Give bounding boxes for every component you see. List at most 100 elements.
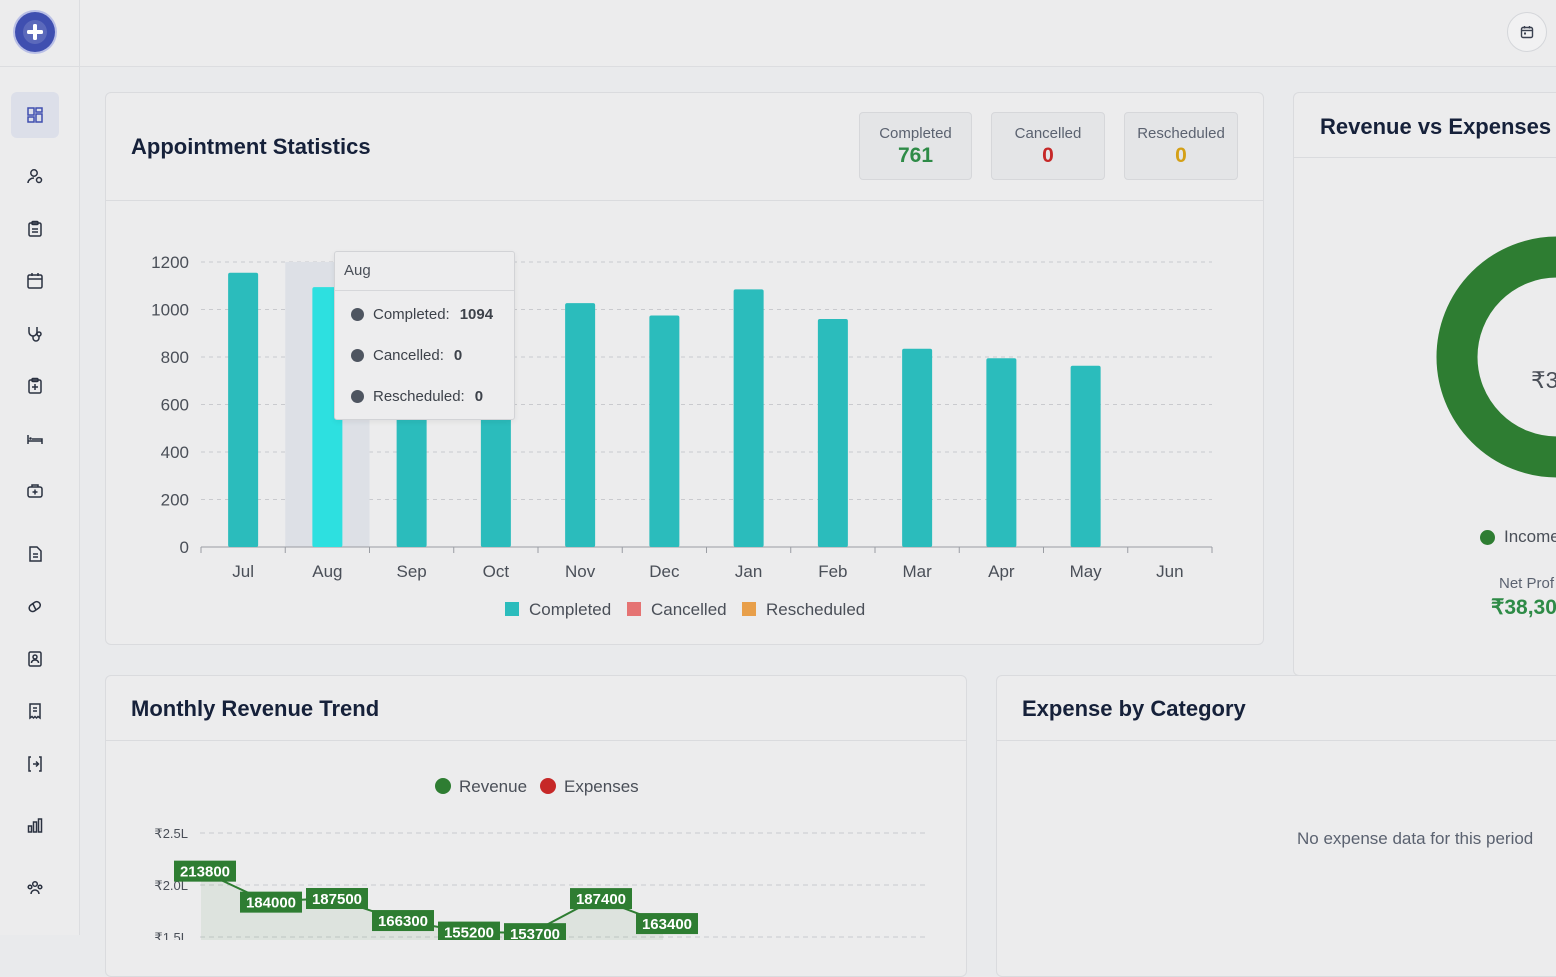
legend-label[interactable]: Rescheduled: [766, 600, 865, 619]
chart-tooltip: Aug Completed: 1094 Cancelled: 0 Resched…: [334, 251, 515, 420]
data-label-bg: [306, 888, 368, 909]
sidebar-item-team[interactable]: [11, 865, 59, 911]
clipboard-icon: [28, 220, 42, 237]
legend-swatch: [540, 778, 556, 794]
data-label: 153700: [510, 926, 560, 940]
stat-label: Completed: [879, 125, 952, 142]
sidebar-item-bed[interactable]: [11, 416, 59, 462]
users-icon: [27, 169, 43, 184]
bar-completed-dec[interactable]: [649, 315, 680, 547]
bar-completed-apr[interactable]: [986, 358, 1017, 547]
calendar-button[interactable]: [1507, 12, 1547, 52]
donut-legend-item[interactable]: Income: [1480, 527, 1556, 547]
tooltip-dot: [351, 349, 364, 362]
donut-segment-income[interactable]: [1436, 236, 1556, 478]
sidebar-item-document[interactable]: [11, 531, 59, 577]
monthly-revenue-line-chart: Revenue Expenses ₹2.5L ₹2.0L ₹1.5L 213800 1840…: [154, 777, 925, 940]
data-label: 163400: [642, 916, 692, 933]
y-tick-label: 200: [161, 491, 189, 510]
contacts-icon: [28, 651, 42, 667]
y-tick-label: 400: [161, 443, 189, 462]
tooltip-value: 1094: [459, 306, 494, 323]
card-header: [1294, 93, 1556, 158]
dashboard-icon: [27, 107, 43, 123]
sidebar-item-clipboard-plus[interactable]: [11, 363, 59, 409]
tooltip-label: Rescheduled:: [373, 388, 465, 405]
x-tick-label: Sep: [397, 562, 427, 581]
sidebar-item-dashboard[interactable]: [11, 92, 59, 138]
legend-swatch: [1480, 529, 1495, 545]
card-header: [106, 676, 966, 741]
legend-label[interactable]: Revenue: [459, 777, 527, 796]
legend-swatch: [435, 778, 451, 794]
sidebar-item-medical-kit[interactable]: [11, 468, 59, 514]
receipt-icon: [29, 703, 41, 720]
data-label: 184000: [246, 895, 296, 912]
card-header: [997, 676, 1556, 741]
bar-completed-jan[interactable]: [733, 289, 764, 547]
sidebar-item-pills[interactable]: [11, 584, 59, 630]
plus-icon: [23, 20, 47, 44]
y-tick-label: 600: [161, 396, 189, 415]
card-header: [106, 93, 1263, 201]
tooltip-row-completed: Completed: 1094: [351, 306, 493, 323]
expense-category-card: Expense by Category: [996, 675, 1556, 977]
x-tick-label: Apr: [988, 562, 1015, 581]
x-tick-label: Nov: [565, 562, 596, 581]
medical-kit-icon: [27, 484, 43, 498]
empty-state-text: No expense data for this period: [1297, 829, 1534, 848]
legend-label[interactable]: Expenses: [564, 777, 639, 796]
x-tick-label: Aug: [312, 562, 342, 581]
y-tick-label: ₹2.5L: [154, 826, 188, 841]
card-title: Expense by Category: [1022, 696, 1246, 721]
legend-swatch: [505, 602, 519, 616]
pills-icon: [28, 600, 42, 613]
data-label-bg: [636, 913, 698, 935]
net-profit-value: ₹38,30: [1491, 596, 1556, 619]
stethoscope-icon: [28, 327, 42, 342]
document-icon: [29, 546, 42, 562]
sidebar-item-users[interactable]: [11, 153, 59, 199]
bar-completed-mar[interactable]: [902, 348, 933, 547]
y-tick-label: 1000: [151, 301, 189, 320]
stat-cancelled: Cancelled 0: [991, 112, 1105, 180]
revenue-donut-chart: ₹3: [1436, 236, 1556, 478]
bar-completed-feb[interactable]: [817, 319, 848, 547]
tooltip-value: 0: [453, 347, 463, 364]
legend-label[interactable]: Cancelled: [651, 600, 727, 619]
tooltip-value: 0: [474, 388, 484, 405]
donut-center-text: ₹3: [1531, 367, 1556, 393]
tooltip-dot: [351, 308, 364, 321]
x-tick-label: Oct: [483, 562, 510, 581]
data-label-bg: [570, 888, 632, 910]
data-label-bg: [240, 891, 302, 913]
tooltip-label: Completed:: [373, 306, 450, 323]
sidebar: [0, 0, 80, 935]
topbar: [80, 0, 1556, 67]
sidebar-item-contacts[interactable]: [11, 636, 59, 682]
revenue-vs-expenses-card: Revenue vs Expenses ₹3: [1293, 92, 1556, 676]
y-tick-label: ₹1.5L: [154, 930, 188, 940]
sidebar-item-transfer[interactable]: [11, 741, 59, 787]
sidebar-item-stethoscope[interactable]: [11, 311, 59, 357]
sidebar-item-bar-chart[interactable]: [11, 803, 59, 849]
bar-completed-jul[interactable]: [228, 272, 259, 547]
sidebar-item-clipboard[interactable]: [11, 206, 59, 252]
bar-completed-nov[interactable]: [565, 303, 596, 547]
bed-icon: [27, 435, 43, 444]
legend-label: Income: [1504, 527, 1556, 546]
sidebar-item-calendar[interactable]: [11, 258, 59, 304]
stat-value: 0: [1042, 144, 1054, 167]
data-label: 155200: [444, 925, 494, 940]
sidebar-item-receipt[interactable]: [11, 688, 59, 734]
stat-label: Rescheduled: [1137, 125, 1225, 142]
stat-value: 0: [1175, 144, 1187, 167]
data-label: 166300: [378, 913, 428, 930]
stat-value: 761: [897, 144, 934, 167]
bar-completed-may[interactable]: [1070, 365, 1101, 547]
app-logo[interactable]: [15, 12, 55, 52]
stat-label: Cancelled: [1014, 125, 1082, 142]
legend-label[interactable]: Completed: [529, 600, 611, 619]
data-label-bg: [174, 860, 236, 882]
y-tick-label: 800: [161, 348, 189, 367]
